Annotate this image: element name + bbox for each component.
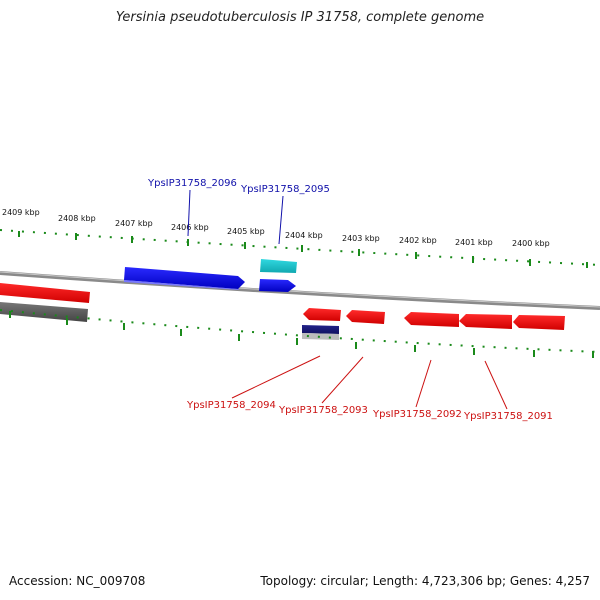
gene-feature[interactable] [124,267,245,289]
scale-labels: 2409 kbp 2408 kbp 2407 kbp 2406 kbp 2405… [2,208,550,248]
scale-label: 2405 kbp [227,227,265,236]
label-leader-lines [187,189,508,410]
gene-label[interactable]: YpsIP31758_2093 [278,405,368,416]
scale-label: 2406 kbp [171,223,209,232]
leader-line [321,356,364,404]
genome-backbone [0,271,600,310]
gene-labels: YpsIP31758_2096 YpsIP31758_2095 YpsIP317… [147,178,553,422]
gene-feature[interactable] [260,259,297,273]
gene-feature[interactable] [459,314,512,329]
gene-label[interactable]: YpsIP31758_2092 [372,409,462,420]
gene-feature[interactable] [302,325,339,334]
gene-feature[interactable] [0,283,90,303]
outer-scale-ticks [0,229,600,268]
genome-stats-label: Topology: circular; Length: 4,723,306 bp… [260,574,590,588]
gene-feature[interactable] [303,308,341,321]
genome-backbone-highlight [0,271,600,308]
gene-label[interactable]: YpsIP31758_2095 [240,184,330,195]
gene-feature[interactable] [259,279,296,292]
scale-label: 2402 kbp [399,236,437,245]
forward-strand-genes [124,259,297,292]
leader-line [484,360,508,410]
scale-label: 2401 kbp [455,238,493,247]
inner-scale-ticks [0,309,600,358]
gene-label[interactable]: YpsIP31758_2091 [463,411,553,422]
scale-label: 2404 kbp [285,231,323,240]
gene-feature[interactable] [404,312,459,327]
scale-label: 2407 kbp [115,219,153,228]
scale-label: 2400 kbp [512,239,550,248]
gene-label[interactable]: YpsIP31758_2094 [186,400,276,411]
gene-feature[interactable] [513,315,565,330]
gene-feature[interactable] [0,302,88,322]
leader-line [415,359,432,408]
gene-feature [124,280,240,290]
scale-label: 2409 kbp [2,208,40,217]
leader-line [187,189,191,237]
gene-label[interactable]: YpsIP31758_2096 [147,178,237,189]
accession-label: Accession: NC_009708 [9,574,146,588]
scale-label: 2408 kbp [58,214,96,223]
leader-line [231,355,321,399]
gene-feature[interactable] [346,310,385,324]
genome-title: Yersinia pseudotuberculosis IP 31758, co… [115,10,485,25]
scale-label: 2403 kbp [342,234,380,243]
leader-line [278,195,284,245]
